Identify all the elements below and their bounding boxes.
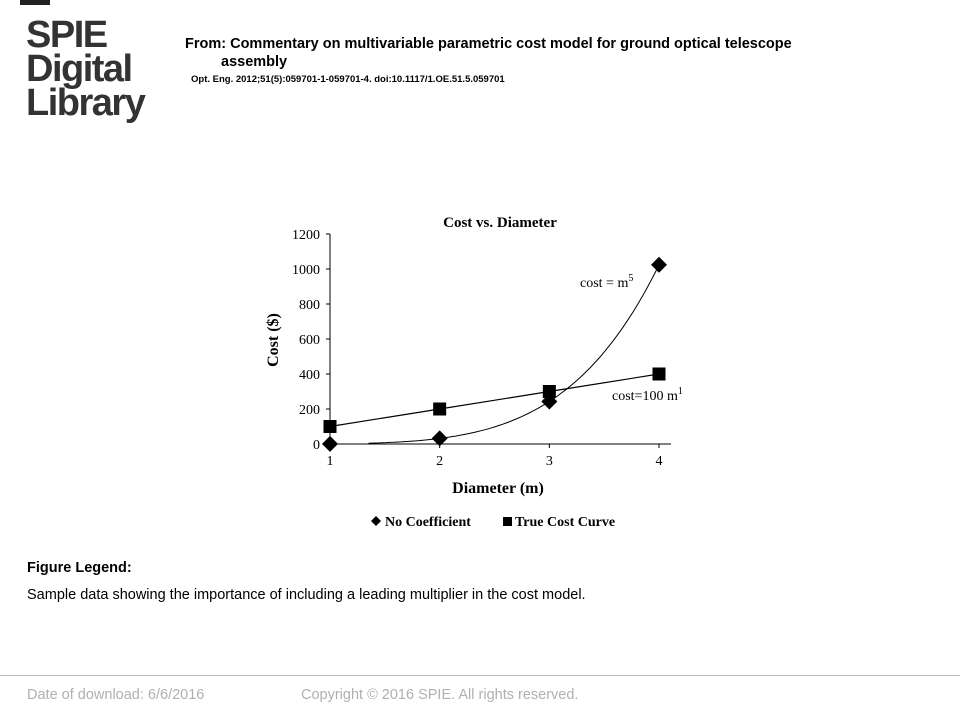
spie-digital-library-logo[interactable]: SPIE Digital Library — [26, 14, 150, 124]
source-title: From: Commentary on multivariable parame… — [185, 35, 885, 71]
x-tick-label: 3 — [546, 454, 553, 469]
x-tick-label: 4 — [656, 454, 663, 469]
legend-diamond-marker — [371, 516, 381, 526]
citation: Opt. Eng. 2012;51(5):059701-1-059701-4. … — [191, 74, 505, 85]
chart-legend: No Coefficient True Cost Curve — [371, 515, 615, 530]
true-cost-point — [433, 402, 447, 416]
logo-line-2: Digital — [26, 48, 133, 90]
y-tick-label: 1000 — [292, 263, 320, 278]
legend-square-marker — [503, 517, 512, 526]
footer-divider — [0, 675, 960, 676]
y-tick-label: 800 — [299, 298, 320, 313]
y-tick-labels: 0 200 400 600 800 1000 1200 — [292, 228, 330, 453]
annotation-cost-m5-text: cost = m — [580, 276, 628, 291]
logo-line-3: Library — [26, 82, 146, 124]
figure-legend-title: Figure Legend: — [27, 560, 132, 576]
annotation-cost-100m1: cost=100 m1 — [612, 386, 683, 404]
true-cost-point — [652, 367, 666, 381]
cost-vs-diameter-chart: Cost vs. Diameter 020040060080010001200 … — [265, 215, 683, 530]
legend-label-no-coefficient: No Coefficient — [385, 515, 471, 530]
source-title-line-2: assembly — [221, 54, 288, 70]
download-date: Date of download: 6/6/2016 — [27, 687, 205, 703]
annotation-cost-100m1-text: cost=100 m — [612, 389, 678, 404]
logo-line-1: SPIE — [26, 14, 108, 56]
no-coefficient-point — [322, 435, 338, 452]
x-tick-label: 1 — [327, 454, 334, 469]
annotation-cost-m5: cost = m5 — [580, 273, 633, 291]
no-coefficient-point — [651, 256, 667, 273]
copyright-notice: Copyright © 2016 SPIE. All rights reserv… — [301, 687, 579, 703]
y-axis-label: Cost ($) — [265, 313, 282, 367]
y-tick-label: 200 — [299, 403, 320, 418]
y-tick-label: 400 — [299, 368, 320, 383]
source-title-line-1: From: Commentary on multivariable parame… — [185, 36, 792, 52]
no-coefficient-point — [431, 430, 448, 447]
legend-label-true-cost-curve: True Cost Curve — [515, 515, 615, 530]
data-points — [322, 256, 667, 452]
chart-axes — [329, 234, 671, 445]
chart-title: Cost vs. Diameter — [443, 215, 557, 231]
figure-legend-text: Sample data showing the importance of in… — [27, 587, 586, 603]
power-curve-line — [368, 264, 660, 444]
x-tick-label: 2 — [436, 454, 443, 469]
true-cost-point — [542, 385, 556, 398]
top-accent-bar — [20, 0, 50, 5]
y-tick-label: 600 — [299, 333, 320, 348]
y-tick-label: 0 — [313, 438, 320, 453]
y-tick-label: 1200 — [292, 228, 320, 243]
annotation-cost-m5-sup: 5 — [628, 273, 633, 284]
x-axis-label: Diameter (m) — [452, 480, 544, 497]
annotation-cost-100m1-sup: 1 — [678, 386, 683, 397]
x-tick-labels: 1 2 3 4 — [327, 444, 663, 469]
true-cost-line — [329, 373, 660, 428]
true-cost-point — [323, 420, 337, 433]
